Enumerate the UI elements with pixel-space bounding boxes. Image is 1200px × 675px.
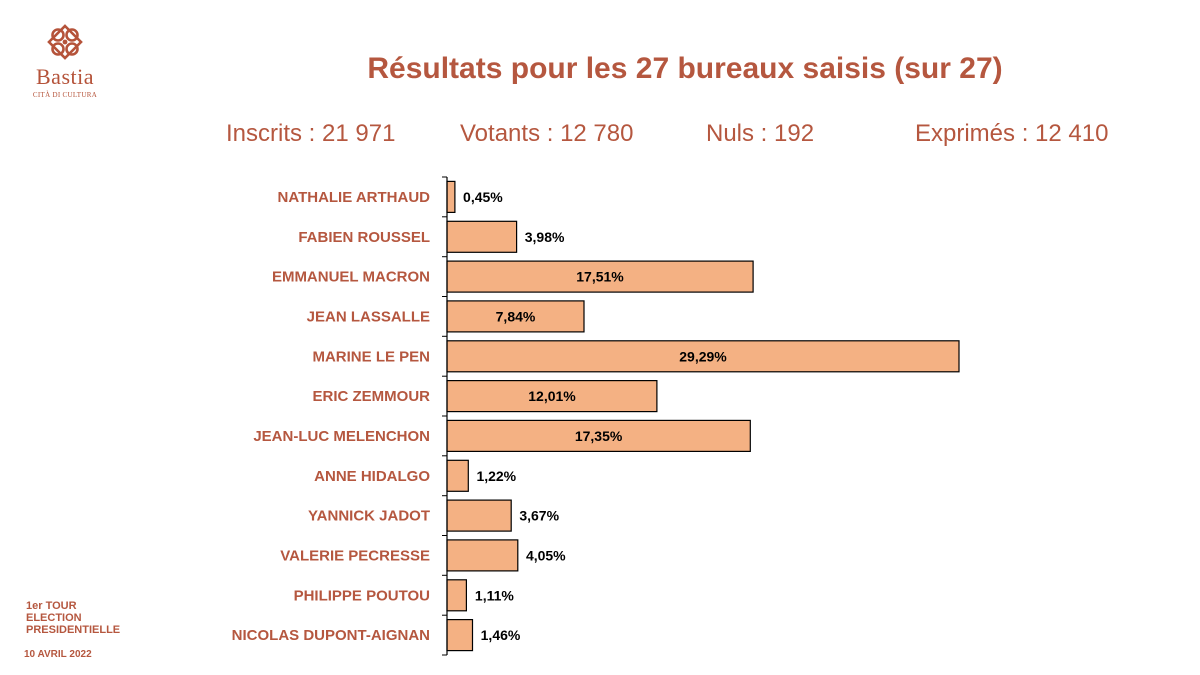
logo-name: Bastia [36, 64, 94, 89]
bar-5 [446, 380, 658, 413]
bar-3 [446, 300, 585, 333]
category-label: FABIEN ROUSSEL [298, 229, 430, 246]
value-label: 3,67% [519, 508, 559, 524]
tour-line-2: ELECTION [26, 612, 82, 624]
bar-10 [446, 579, 467, 612]
tour-line-1: 1er TOUR [26, 600, 77, 612]
election-date: 10 AVRIL 2022 [24, 649, 92, 660]
category-label: MARINE LE PEN [312, 348, 430, 365]
bar-6 [446, 419, 751, 452]
bar-11 [446, 618, 474, 652]
bastia-knot-icon [47, 24, 83, 60]
logo: Bastia CITÀ DI CULTURA [22, 22, 108, 99]
value-label: 17,35% [575, 428, 623, 444]
value-label: 29,29% [679, 348, 727, 364]
category-label: PHILIPPE POUTOU [294, 587, 430, 604]
category-label: NICOLAS DUPONT-AIGNAN [232, 627, 430, 644]
stat-exprimes: Exprimés : 12 410 [915, 120, 1109, 147]
stat-votants: Votants : 12 780 [460, 120, 634, 147]
category-label: EMMANUEL MACRON [272, 269, 430, 286]
category-label: ANNE HIDALGO [314, 468, 430, 485]
value-label: 1,22% [476, 468, 516, 484]
stat-inscrits: Inscrits : 21 971 [226, 120, 396, 147]
value-label: 7,84% [496, 308, 536, 324]
logo-tagline: CITÀ DI CULTURA [32, 91, 98, 99]
bar-9 [446, 539, 519, 572]
category-label: YANNICK JADOT [308, 508, 430, 525]
category-label: NATHALIE ARTHAUD [278, 189, 431, 206]
election-round-label: 1er TOUR ELECTION PRESIDENTIELLE [26, 600, 120, 636]
value-label: 1,46% [481, 627, 521, 643]
category-label: VALERIE PECRESSE [280, 547, 430, 564]
bar-7 [446, 459, 469, 492]
tour-line-3: PRESIDENTIELLE [26, 624, 121, 636]
stat-nuls: Nuls : 192 [706, 120, 815, 147]
value-label: 12,01% [528, 388, 576, 404]
category-label: ERIC ZEMMOUR [313, 388, 431, 405]
value-label: 17,51% [576, 269, 624, 285]
value-label: 4,05% [526, 547, 566, 563]
value-label: 0,45% [463, 189, 503, 205]
category-label: JEAN-LUC MELENCHON [253, 428, 430, 445]
bar-8 [446, 499, 512, 532]
bar-0 [446, 180, 456, 213]
value-label: 3,98% [525, 229, 565, 245]
category-label: JEAN LASSALLE [307, 308, 430, 325]
value-label: 1,11% [475, 587, 514, 603]
page-title: Résultats pour les 27 bureaux saisis (su… [367, 52, 1003, 85]
bar-1 [446, 220, 518, 253]
